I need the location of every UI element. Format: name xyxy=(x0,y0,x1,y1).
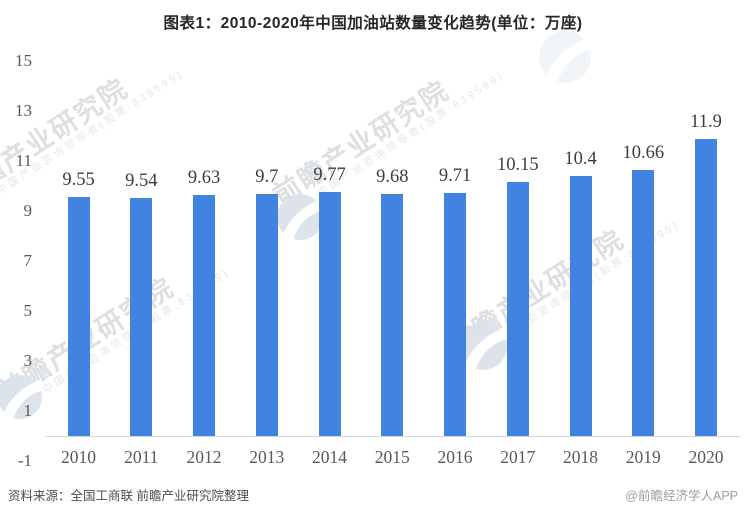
x-axis-tick-label: 2015 xyxy=(374,447,410,467)
x-axis-tick-label: 2020 xyxy=(688,447,724,467)
x-axis-line xyxy=(45,436,740,437)
bar-2010 xyxy=(67,197,90,436)
bar-value-label: 9.68 xyxy=(376,167,409,187)
x-axis-tick-label: 2017 xyxy=(500,447,536,467)
x-axis-tick-label: 2012 xyxy=(186,447,222,467)
bar-value-label: 9.77 xyxy=(313,164,346,185)
bar-value-label: 10.15 xyxy=(496,155,539,176)
bar-value-label: 9.7 xyxy=(255,166,279,187)
bar-value-label: 9.63 xyxy=(187,168,221,189)
bar-value-label: 10.4 xyxy=(564,149,597,169)
bar-2013 xyxy=(255,193,278,436)
bar-2018 xyxy=(569,176,592,436)
bar-2015 xyxy=(381,194,404,436)
bar-value-label: 9.55 xyxy=(62,170,95,191)
qianzhan-globe-logo-icon xyxy=(459,322,507,370)
y-axis-tick-label: 9 xyxy=(23,201,33,220)
x-axis-tick-label: 2016 xyxy=(437,447,473,467)
y-axis-tick-label: 5 xyxy=(23,301,33,320)
x-axis-tick-label: 2013 xyxy=(249,447,285,467)
x-axis-tick-label: 2010 xyxy=(61,447,96,467)
bar-2017 xyxy=(506,182,529,436)
y-axis-tick-label: 15 xyxy=(15,51,32,70)
bar-2012 xyxy=(193,195,215,436)
bar-2011 xyxy=(130,197,153,436)
x-axis-tick-label: 2018 xyxy=(563,447,598,467)
y-axis-tick-label: -1 xyxy=(17,451,32,470)
y-axis-tick-label: 7 xyxy=(23,251,33,270)
x-axis-tick-label: 2019 xyxy=(625,447,661,467)
x-axis-tick-label: 2011 xyxy=(124,447,159,467)
app-credit-note: @前瞻经济学人APP xyxy=(625,489,738,503)
x-axis-tick-label: 2014 xyxy=(312,447,347,467)
bar-2016 xyxy=(444,193,466,436)
bar-value-label: 11.9 xyxy=(690,111,722,132)
bar-value-label: 9.71 xyxy=(438,166,472,187)
y-axis-tick-label: 13 xyxy=(15,101,32,120)
qianzhan-globe-logo-icon xyxy=(539,31,591,83)
watermark-main-text: 前瞻产业研究院 xyxy=(0,271,180,408)
chart-title: 图表1：2010-2020年中国加油站数量变化趋势(单位：万座) xyxy=(163,15,583,32)
qianzhan-globe-logo-icon xyxy=(277,194,323,240)
bar-value-label: 10.66 xyxy=(622,142,665,163)
bar-2014 xyxy=(318,191,341,436)
bar-2020 xyxy=(695,138,717,436)
y-axis-tick-label: 11 xyxy=(15,151,32,170)
y-axis-tick-label: 1 xyxy=(23,401,33,420)
data-source-note: 资料来源：全国工商联 前瞻产业研究院整理 xyxy=(8,489,249,503)
y-axis-tick-label: 3 xyxy=(23,351,33,370)
bar-value-label: 9.54 xyxy=(125,170,158,191)
bar-2019 xyxy=(632,169,655,436)
